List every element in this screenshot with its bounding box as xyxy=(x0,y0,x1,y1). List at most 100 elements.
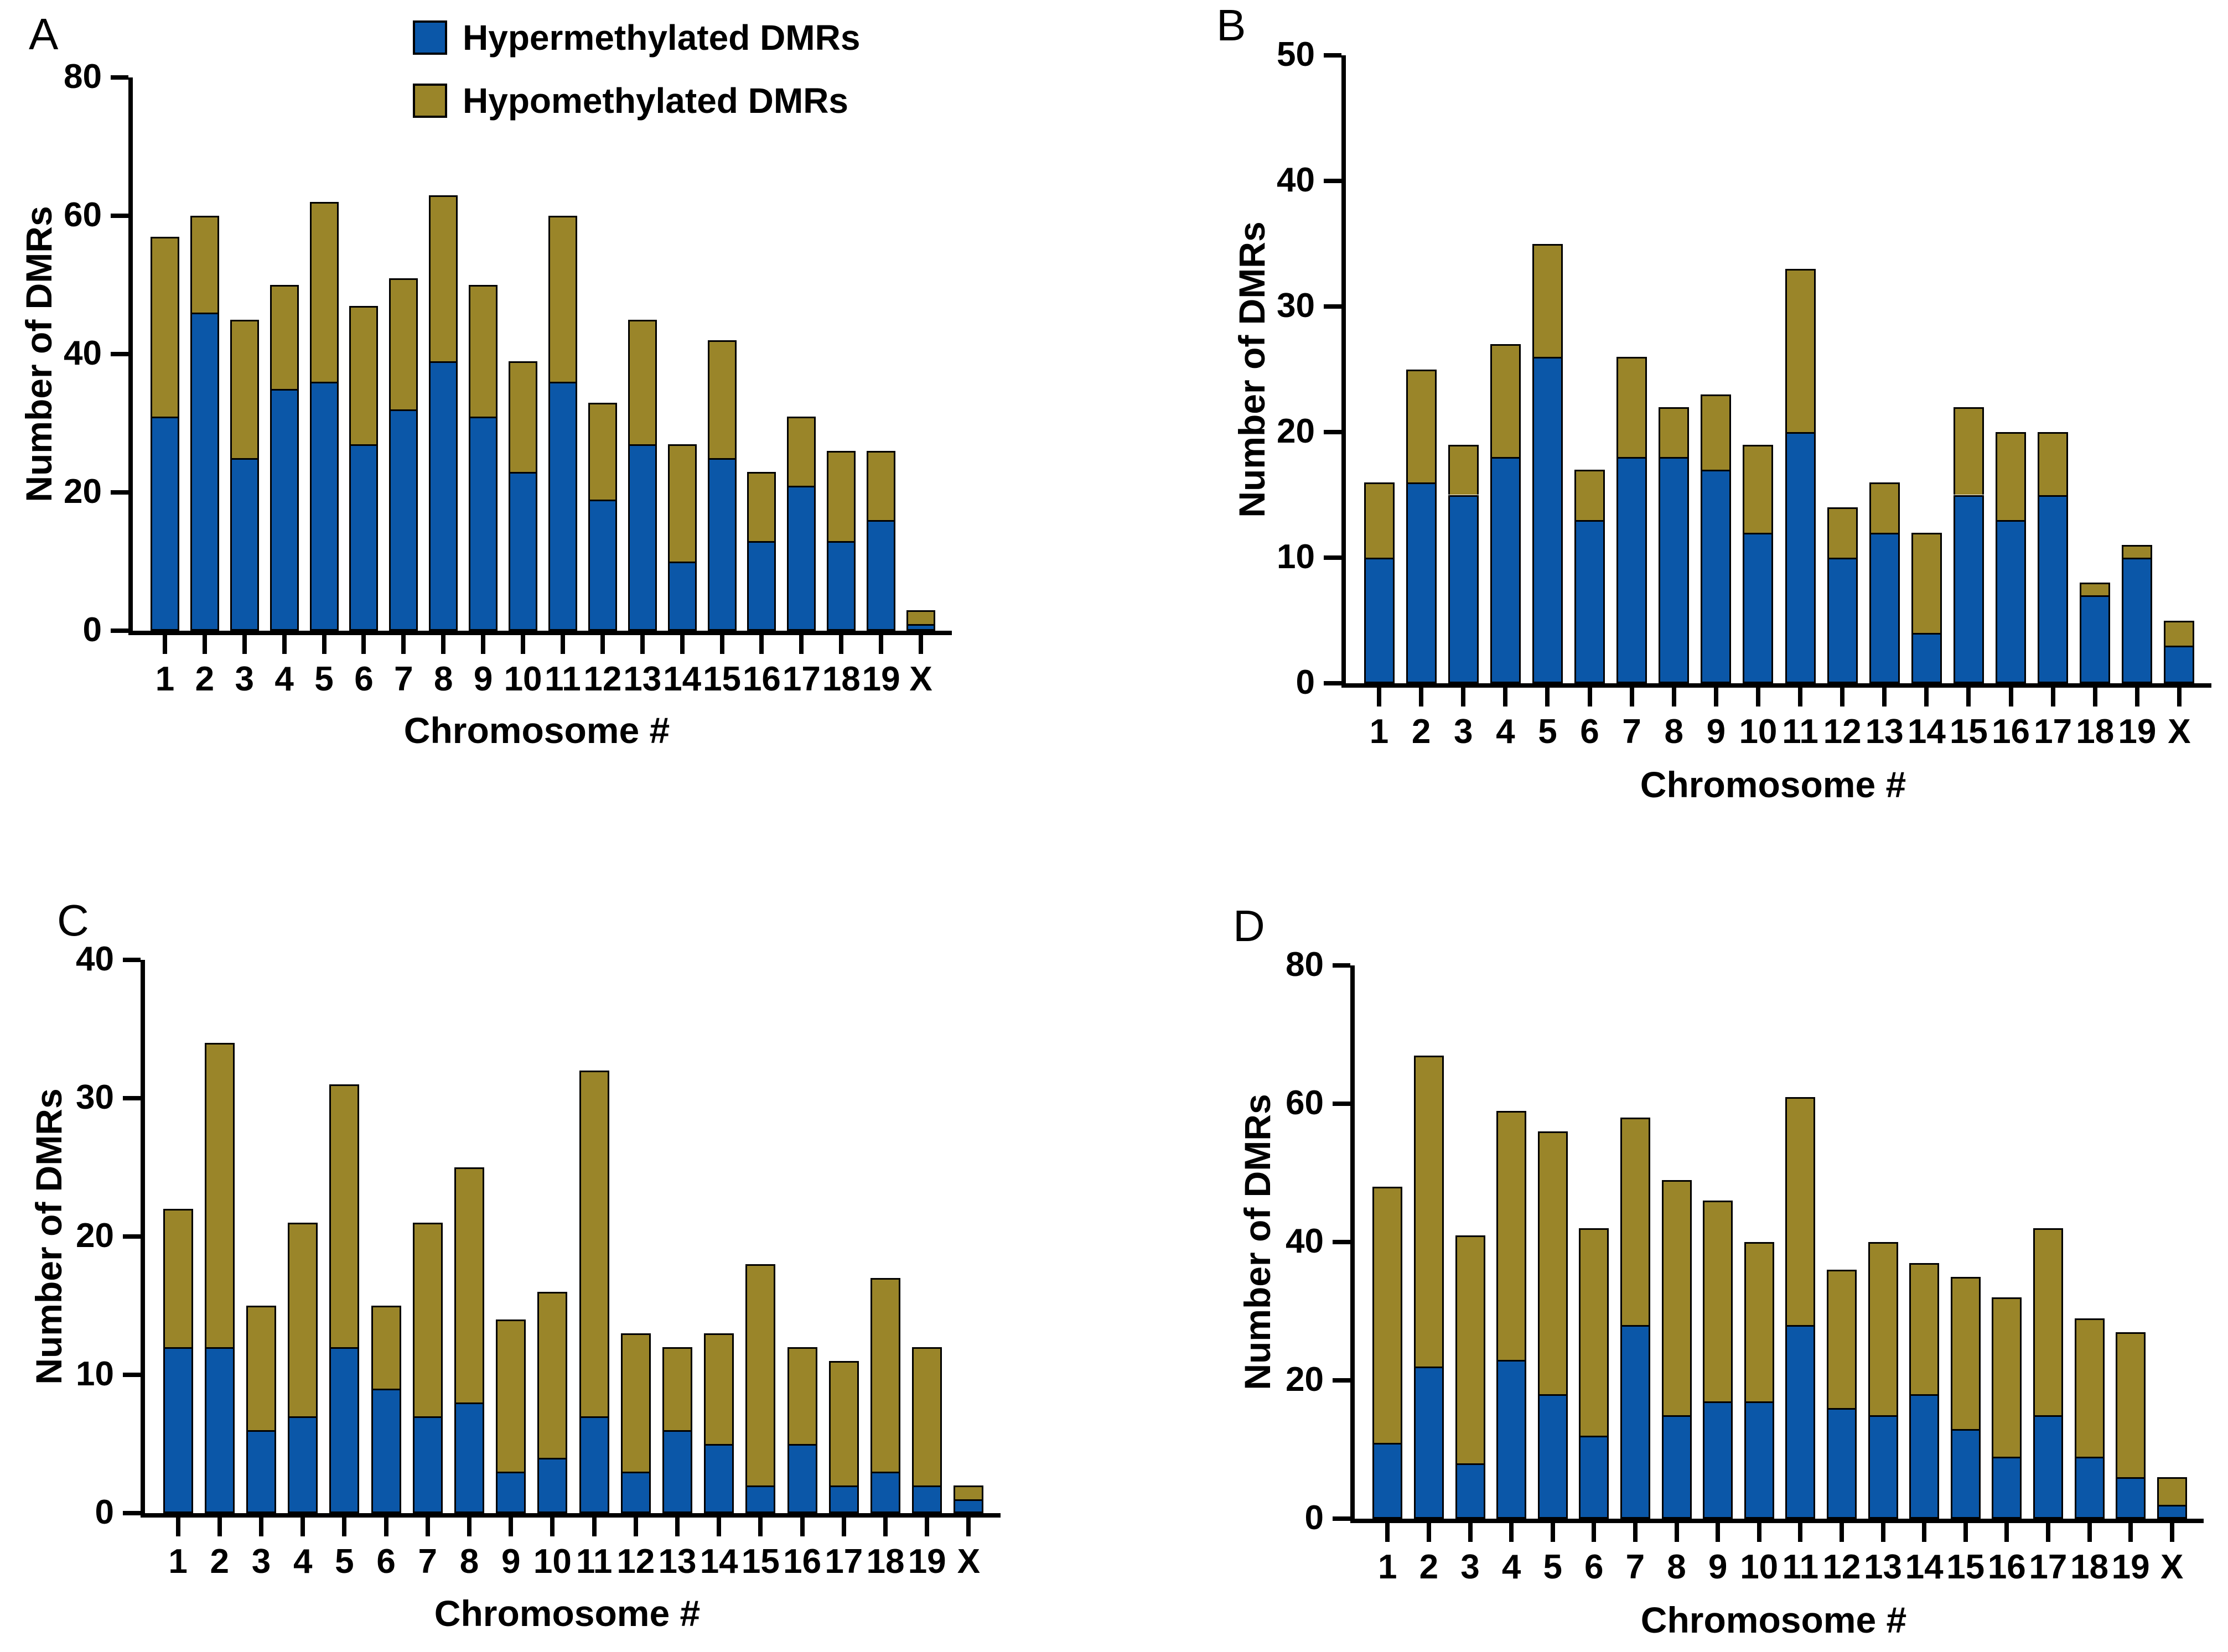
bar-segment-hypomethylated-chr12 xyxy=(1826,1270,1857,1408)
bar-segment-hypermethylated-chr5 xyxy=(1537,1394,1568,1519)
bar-segment-hypermethylated-chr3 xyxy=(246,1430,276,1513)
x-tick xyxy=(342,1518,347,1536)
x-tick-label: 13 xyxy=(623,660,662,698)
bar-segment-hypomethylated-chr9 xyxy=(1703,1201,1733,1401)
bar-segment-hypomethylated-chr1 xyxy=(1364,482,1395,558)
bar-segment-hypomethylated-chr5 xyxy=(329,1084,360,1347)
x-tick xyxy=(242,635,247,654)
y-axis-line xyxy=(128,77,133,635)
bar-segment-hypomethylated-chr19 xyxy=(912,1347,942,1485)
bar-segment-hypermethylated-chr13 xyxy=(1868,1415,1898,1519)
bar-segment-hypermethylated-chr10 xyxy=(1744,1401,1774,1519)
bar-segment-hypermethylated-chr18 xyxy=(827,541,856,631)
bar-segment-hypermethylated-chr12 xyxy=(588,499,617,631)
bar-segment-hypomethylated-chr16 xyxy=(1996,432,2027,520)
y-tick-label: 0 xyxy=(95,1493,114,1532)
bar-segment-hypermethylated-chr11 xyxy=(1785,1325,1816,1519)
bar-segment-hypomethylated-chr5 xyxy=(309,202,339,382)
y-axis-line xyxy=(141,960,145,1518)
bar-segment-hypermethylated-chr7 xyxy=(412,1416,443,1513)
bar-segment-hypermethylated-chr17 xyxy=(2038,495,2069,683)
x-tick xyxy=(2004,1523,2009,1542)
bar-segment-hypermethylated-chr10 xyxy=(1743,532,1774,683)
y-axis-line xyxy=(1350,965,1355,1523)
x-tick xyxy=(1880,1523,1885,1542)
y-tick xyxy=(1324,681,1341,685)
bar-segment-hypermethylated-chr8 xyxy=(1661,1415,1692,1519)
bar-segment-hypomethylated-chr9 xyxy=(1701,394,1732,470)
bar-segment-hypomethylated-chr10 xyxy=(509,361,538,472)
bar-segment-hypomethylated-chr17 xyxy=(828,1361,859,1485)
x-tick-label: 17 xyxy=(782,660,821,698)
x-tick xyxy=(202,635,207,654)
x-tick-label: 4 xyxy=(1501,1548,1521,1586)
y-axis-title: Number of DMRs xyxy=(18,206,59,502)
bar-segment-hypomethylated-chr2 xyxy=(190,216,219,313)
x-tick-label: 9 xyxy=(473,660,493,698)
x-tick xyxy=(1798,688,1803,706)
bar-segment-hypermethylated-chr12 xyxy=(1827,558,1858,683)
x-tick-label: 16 xyxy=(1992,713,2030,751)
x-tick-label: 1 xyxy=(1369,713,1389,751)
bar-segment-hypermethylated-chr15 xyxy=(1950,1428,1981,1519)
bar-segment-hypermethylated-chr12 xyxy=(620,1472,651,1513)
x-tick xyxy=(175,1518,180,1536)
bar-segment-hypermethylated-chr9 xyxy=(469,416,498,631)
x-tick-label: 11 xyxy=(545,660,581,698)
bar-segment-hypomethylated-chr5 xyxy=(1537,1131,1568,1394)
bar-segment-hypomethylated-chr1 xyxy=(1372,1187,1403,1443)
y-tick xyxy=(1333,1102,1350,1106)
legend-item-hypomethylated: Hypomethylated DMRs xyxy=(413,81,848,121)
bar-segment-hypomethylated-chr9 xyxy=(496,1319,526,1472)
bar-segment-hypomethylated-chr14 xyxy=(704,1333,734,1444)
y-tick-label: 80 xyxy=(1286,946,1324,984)
bar-segment-hypermethylated-chr5 xyxy=(309,382,339,631)
x-tick-label: 9 xyxy=(501,1542,521,1581)
x-tick-label: X xyxy=(2168,713,2191,751)
x-tick-label: 7 xyxy=(1625,1548,1645,1586)
bar-segment-hypermethylated-chr3 xyxy=(1455,1463,1485,1519)
bar-segment-hypermethylated-chr1 xyxy=(1364,558,1395,683)
x-tick-label: 19 xyxy=(2111,1548,2150,1586)
legend-swatch-hypermethylated-icon xyxy=(413,20,447,55)
x-tick xyxy=(839,635,844,654)
bar-segment-hypomethylated-chr5 xyxy=(1532,243,1563,357)
legend: Hypermethylated DMRs Hypomethylated DMRs xyxy=(413,18,911,125)
y-tick-label: 60 xyxy=(1286,1084,1324,1123)
bar-segment-hypomethylated-chr14 xyxy=(667,444,697,562)
x-tick-label: 10 xyxy=(504,660,542,698)
x-tick-label: 8 xyxy=(1664,713,1683,751)
bar-segment-hypermethylated-chr10 xyxy=(537,1458,568,1513)
legend-label-hypomethylated: Hypomethylated DMRs xyxy=(463,81,848,121)
bar-segment-hypomethylated-chr17 xyxy=(2038,432,2069,495)
x-tick-label: 13 xyxy=(658,1542,697,1581)
bar-segment-hypomethylated-chr4 xyxy=(1490,344,1521,458)
bar-segment-hypermethylated-chr4 xyxy=(288,1416,318,1513)
x-tick xyxy=(481,635,486,654)
x-tick xyxy=(282,635,287,654)
bar-segment-hypomethylated-chr18 xyxy=(827,451,856,541)
x-tick xyxy=(841,1518,846,1536)
bar-segment-hypomethylated-chr15 xyxy=(745,1264,776,1485)
bar-segment-hypomethylated-chr2 xyxy=(204,1043,235,1347)
x-tick-label: 11 xyxy=(576,1542,613,1581)
bar-segment-hypomethylated-chr14 xyxy=(1909,1263,1940,1394)
bar-segment-hypomethylated-chr10 xyxy=(1743,444,1774,533)
x-tick-label: 1 xyxy=(1378,1548,1397,1586)
x-tick xyxy=(560,635,565,654)
x-tick xyxy=(1674,1523,1679,1542)
y-tick-label: 40 xyxy=(76,940,114,979)
x-tick-label: 3 xyxy=(251,1542,271,1581)
x-tick xyxy=(675,1518,680,1536)
x-tick xyxy=(1798,1523,1803,1542)
x-tick-label: 12 xyxy=(583,660,622,698)
bar-segment-hypermethylated-chr1 xyxy=(1372,1442,1403,1519)
x-tick xyxy=(1545,688,1550,706)
y-tick-label: 30 xyxy=(1277,287,1315,325)
x-tick-label: 19 xyxy=(2118,713,2157,751)
x-tick xyxy=(966,1518,971,1536)
x-tick-label: 10 xyxy=(1739,713,1778,751)
y-tick xyxy=(123,1373,141,1377)
y-tick-label: 20 xyxy=(1286,1360,1324,1399)
y-tick-label: 20 xyxy=(76,1217,114,1255)
